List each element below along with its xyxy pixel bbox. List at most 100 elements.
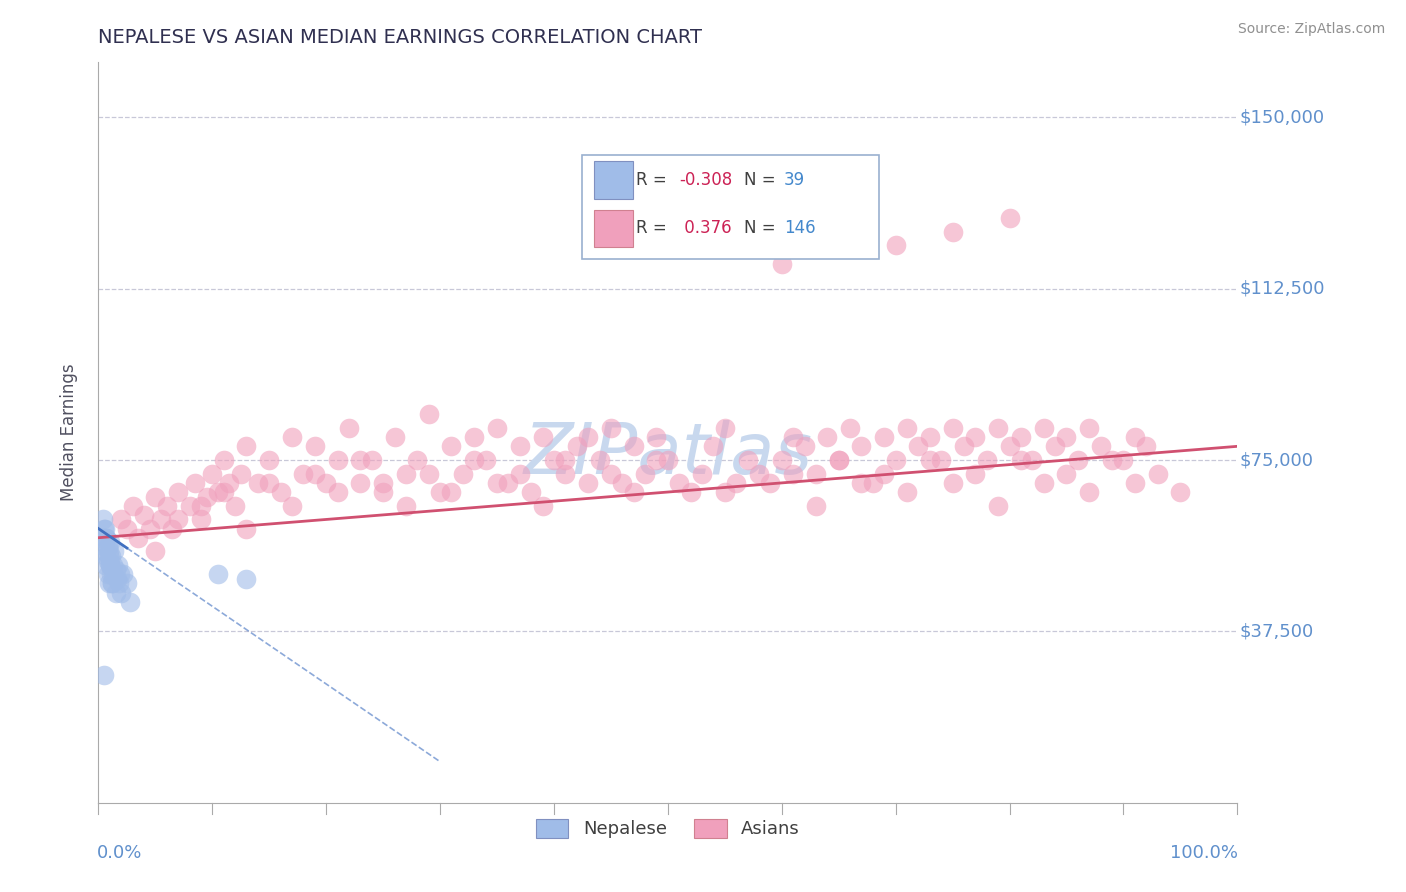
Point xyxy=(509,439,531,453)
Text: NEPALESE VS ASIAN MEDIAN EARNINGS CORRELATION CHART: NEPALESE VS ASIAN MEDIAN EARNINGS CORREL… xyxy=(98,28,703,47)
Point xyxy=(270,485,292,500)
Text: N =: N = xyxy=(744,171,780,189)
Point xyxy=(107,558,129,573)
Point xyxy=(1146,467,1168,481)
Point xyxy=(115,522,138,536)
Point xyxy=(108,567,131,582)
Point xyxy=(384,430,406,444)
Point xyxy=(145,544,167,558)
Point xyxy=(451,467,474,481)
Point xyxy=(115,576,138,591)
Point xyxy=(93,668,115,682)
Point xyxy=(440,439,463,453)
Point xyxy=(1032,421,1054,435)
Point xyxy=(851,475,873,490)
Point xyxy=(463,453,485,467)
Text: 0.0%: 0.0% xyxy=(97,844,142,862)
Point xyxy=(96,531,118,545)
Point xyxy=(759,475,782,490)
Point xyxy=(326,485,349,500)
Point xyxy=(162,522,184,536)
Point xyxy=(259,453,281,467)
Point xyxy=(815,430,838,444)
Point xyxy=(406,453,429,467)
Point xyxy=(103,558,125,573)
Point xyxy=(440,485,463,500)
Point xyxy=(395,467,418,481)
Y-axis label: Median Earnings: Median Earnings xyxy=(59,364,77,501)
Point xyxy=(531,430,554,444)
Point xyxy=(828,453,851,467)
Point xyxy=(121,499,143,513)
Point xyxy=(1135,439,1157,453)
Point xyxy=(498,475,520,490)
Point xyxy=(1010,453,1032,467)
Point xyxy=(167,485,190,500)
Point xyxy=(96,531,118,545)
Point xyxy=(212,485,235,500)
Point xyxy=(554,453,576,467)
Point xyxy=(782,467,804,481)
Text: -0.308: -0.308 xyxy=(679,171,733,189)
Point xyxy=(520,485,543,500)
Point xyxy=(179,499,201,513)
Point xyxy=(702,439,724,453)
Point xyxy=(634,467,657,481)
Point xyxy=(97,544,120,558)
Point xyxy=(725,475,748,490)
Point xyxy=(1123,430,1146,444)
Point xyxy=(623,485,645,500)
Point xyxy=(281,499,304,513)
Text: $37,500: $37,500 xyxy=(1240,623,1313,640)
FancyBboxPatch shape xyxy=(593,161,633,199)
Text: R =: R = xyxy=(636,219,672,237)
Point xyxy=(486,421,509,435)
Point xyxy=(96,540,118,554)
Point xyxy=(907,439,929,453)
Point xyxy=(371,475,394,490)
Point xyxy=(96,567,118,582)
Point xyxy=(97,549,120,563)
Point xyxy=(418,467,440,481)
Point xyxy=(679,485,702,500)
Point xyxy=(612,475,634,490)
Point xyxy=(429,485,451,500)
Point xyxy=(1043,439,1066,453)
Point xyxy=(737,453,759,467)
Point xyxy=(965,430,987,444)
Point xyxy=(714,421,737,435)
Point xyxy=(998,211,1021,225)
Point xyxy=(259,475,281,490)
Point xyxy=(97,576,120,591)
Point xyxy=(486,475,509,490)
Point xyxy=(235,572,257,586)
Point xyxy=(896,421,918,435)
Point xyxy=(127,531,149,545)
Point xyxy=(94,558,117,573)
Point xyxy=(998,439,1021,453)
Point xyxy=(714,485,737,500)
Point xyxy=(770,453,793,467)
Point xyxy=(1021,453,1043,467)
Point xyxy=(942,475,965,490)
Point xyxy=(101,576,124,591)
FancyBboxPatch shape xyxy=(593,210,633,247)
Point xyxy=(1112,453,1135,467)
Point xyxy=(98,558,121,573)
Point xyxy=(1090,439,1112,453)
Point xyxy=(1123,475,1146,490)
Text: $112,500: $112,500 xyxy=(1240,280,1324,298)
Point xyxy=(132,508,155,522)
Point xyxy=(623,439,645,453)
Point xyxy=(873,430,896,444)
Text: ZIPatlas: ZIPatlas xyxy=(523,420,813,490)
Point xyxy=(229,467,252,481)
Point xyxy=(326,453,349,467)
Point xyxy=(103,567,125,582)
Point xyxy=(337,421,360,435)
Point xyxy=(108,576,131,591)
Point xyxy=(645,430,668,444)
Point xyxy=(349,453,371,467)
Point xyxy=(110,512,132,526)
Point xyxy=(246,475,269,490)
